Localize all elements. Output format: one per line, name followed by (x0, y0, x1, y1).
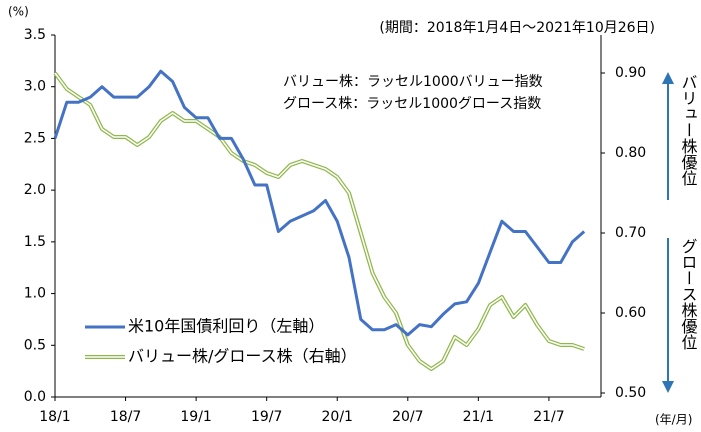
y2-tick-label: 0.80 (615, 145, 646, 161)
x-tick-label: 21/1 (463, 409, 494, 425)
legend-label: バリュー株/グロース株（右軸） (128, 347, 357, 366)
y2-bottom-label: グロース株優位 (679, 238, 698, 350)
y2-tick-label: 0.90 (615, 65, 646, 81)
arrow-head (662, 72, 674, 84)
y2-tick-label: 0.50 (615, 385, 646, 401)
arrow-head (662, 381, 674, 393)
y-tick-label: 3.5 (24, 27, 46, 43)
note: グロース株：ラッセル1000グロース指数 (283, 96, 541, 112)
y-tick-label: 2.5 (24, 130, 46, 146)
y2-tick-label: 0.60 (615, 305, 646, 321)
series-line (53, 69, 586, 337)
x-tick-label: 18/7 (110, 409, 141, 425)
y-unit: (%) (8, 5, 29, 19)
x-unit: (年/月) (655, 413, 692, 427)
x-tick-label: 20/1 (322, 409, 353, 425)
y-tick-label: 1.0 (24, 286, 46, 302)
period-note: (期間：2018年1月4日～2021年10月26日) (379, 20, 655, 36)
y-tick-label: 3.0 (24, 79, 46, 95)
y-tick-label: 1.5 (24, 234, 46, 250)
x-tick-label: 19/7 (251, 409, 282, 425)
y2-tick-label: 0.70 (615, 225, 646, 241)
x-tick-label: 21/7 (533, 409, 564, 425)
note: バリュー株：ラッセル1000バリュー指数 (283, 74, 543, 90)
x-tick-label: 18/1 (39, 409, 70, 425)
series-line-inner (54, 72, 585, 370)
y-tick-label: 2.0 (24, 182, 46, 198)
y2-top-label: バリュー株優位 (679, 74, 698, 186)
y-tick-label: 0.0 (24, 389, 46, 405)
x-tick-label: 19/1 (180, 409, 211, 425)
y-tick-label: 0.5 (24, 337, 46, 353)
x-tick-label: 20/7 (392, 409, 423, 425)
legend-label: 米10年国債利回り（左軸） (128, 317, 324, 336)
